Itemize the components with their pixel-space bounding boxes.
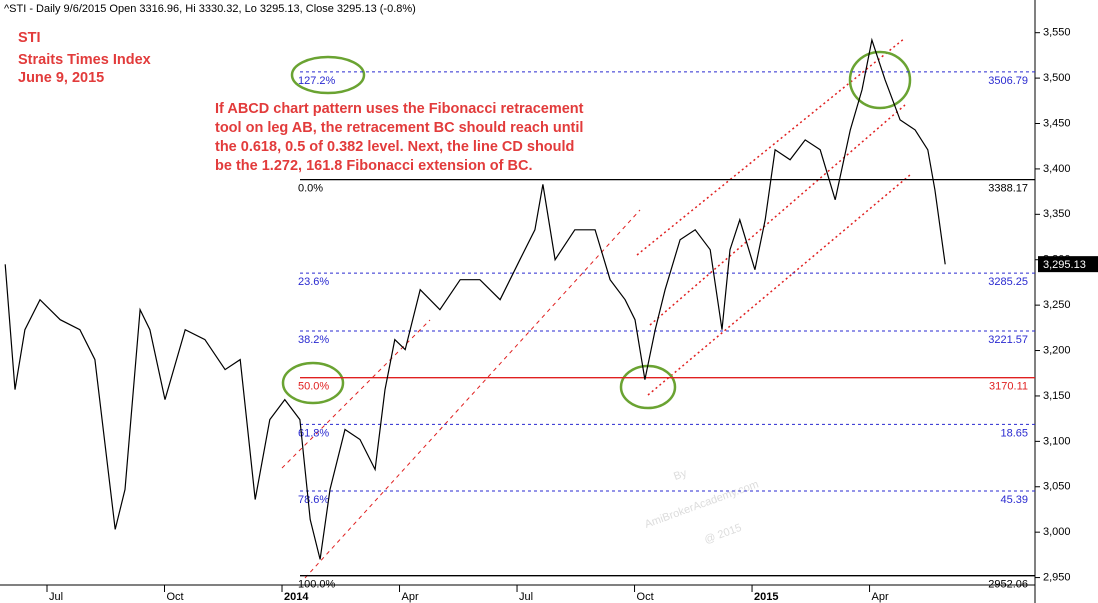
trend-line <box>649 104 906 326</box>
annotation: be the 1.272, 161.8 Fibonacci extension … <box>215 158 533 174</box>
fib-value: 3506.79 <box>988 75 1028 87</box>
watermark-text: By <box>672 467 689 483</box>
watermark-text: @ 2015 <box>703 522 743 547</box>
ellipse <box>848 50 912 110</box>
fib-value: 3170.11 <box>989 381 1028 393</box>
x-tick-label: Oct <box>167 591 184 603</box>
ellipse <box>281 361 345 405</box>
trend-lines <box>281 37 911 579</box>
x-tick-label: Apr <box>872 591 889 603</box>
chart-title: STI <box>18 30 41 46</box>
x-tick-label: 2015 <box>754 591 778 603</box>
price-line <box>4 37 946 560</box>
last-value-label: 3,295.13 <box>1043 259 1086 271</box>
subtitle: June 9, 2015 <box>18 70 104 86</box>
y-tick-label: 3,100 <box>1043 435 1071 447</box>
fib-name: 127.2% <box>298 75 336 87</box>
fib-name: 0.0% <box>298 183 323 195</box>
x-tick-label: Jul <box>519 591 533 603</box>
ellipse <box>619 364 677 410</box>
fib-name: 23.6% <box>298 276 329 288</box>
last-value-box <box>1038 256 1098 273</box>
y-tick-label: 3,450 <box>1043 117 1071 129</box>
fib-value: 18.65 <box>1000 427 1028 439</box>
fib-value: 3388.17 <box>988 183 1028 195</box>
annotation: the 0.618, 0.5 of 0.382 level. Next, the… <box>215 139 574 155</box>
fib-value: 2952.06 <box>988 579 1028 591</box>
trend-line <box>304 209 641 579</box>
x-tick-label: Apr <box>402 591 419 603</box>
y-tick-label: 3,250 <box>1043 299 1071 311</box>
fib-name: 78.6% <box>298 494 329 506</box>
y-tick-label: 3,200 <box>1043 344 1071 356</box>
subtitle: Straits Times Index <box>18 52 151 68</box>
fib-value: 3285.25 <box>988 276 1028 288</box>
y-tick-label: 3,400 <box>1043 163 1071 175</box>
ellipse <box>290 55 366 95</box>
y-tick-label: 3,000 <box>1043 526 1071 538</box>
fib-value: 45.39 <box>1000 494 1028 506</box>
fib-name: 38.2% <box>298 334 329 346</box>
watermark: By AmiBrokerAcademy.com @ 2015 <box>643 467 760 547</box>
highlight-ellipses <box>281 50 912 410</box>
y-tick-label: 3,550 <box>1043 27 1071 39</box>
annotation: tool on leg AB, the retracement BC shoul… <box>215 120 583 136</box>
x-tick-label: 2014 <box>284 591 309 603</box>
trend-line <box>281 319 431 469</box>
watermark-text: AmiBrokerAcademy.com <box>643 478 760 530</box>
fib-name: 61.8% <box>298 427 329 439</box>
y-tick-label: 3,150 <box>1043 390 1071 402</box>
y-tick-label: 3,050 <box>1043 481 1071 493</box>
trend-line <box>647 174 911 396</box>
fib-name: 100.0% <box>298 579 336 591</box>
trend-line <box>636 37 906 256</box>
x-tick-label: Oct <box>637 591 654 603</box>
y-tick-label: 2,950 <box>1043 571 1071 583</box>
fib-name: 50.0% <box>298 381 329 393</box>
fib-value: 3221.57 <box>988 334 1028 346</box>
y-tick-label: 3,500 <box>1043 72 1071 84</box>
header: ^STI - Daily 9/6/2015 Open 3316.96, Hi 3… <box>4 3 416 15</box>
x-tick-label: Jul <box>49 591 63 603</box>
annotation: If ABCD chart pattern uses the Fibonacci… <box>215 101 584 117</box>
y-tick-label: 3,350 <box>1043 208 1071 220</box>
